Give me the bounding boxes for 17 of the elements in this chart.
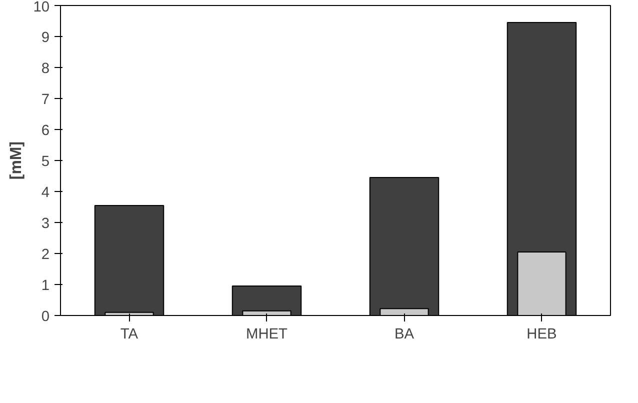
y-tick-label: 9 (41, 30, 50, 46)
x-tick-label: MHET (246, 326, 288, 342)
y-tick-label: 3 (41, 216, 50, 232)
y-tick-label: 5 (41, 154, 50, 170)
y-tick-label: 10 (33, 0, 50, 16)
y-tick-label: 8 (41, 61, 50, 77)
x-tick-label: TA (120, 326, 138, 342)
y-tick-label: 6 (41, 123, 50, 139)
y-tick-label: 0 (41, 309, 50, 325)
bar (369, 177, 440, 316)
y-tick-label: 4 (41, 185, 50, 201)
y-axis-title: [mM] (8, 141, 26, 180)
x-tick-label: HEB (526, 326, 557, 342)
y-tick-label: 1 (41, 278, 50, 294)
y-tick-label: 2 (41, 247, 50, 263)
x-tick-label: BA (394, 326, 414, 342)
y-tick-label: 7 (41, 92, 50, 108)
